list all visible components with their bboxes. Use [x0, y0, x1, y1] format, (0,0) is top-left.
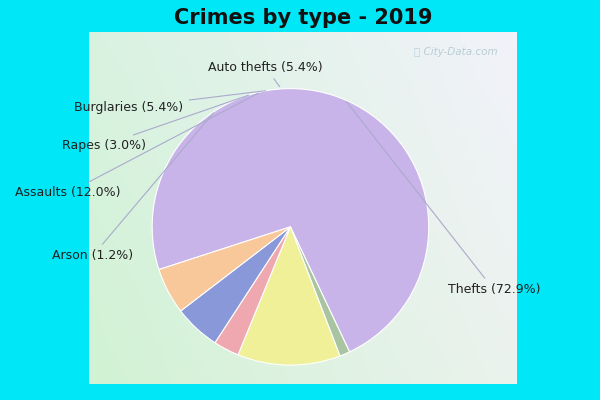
Text: Arson (1.2%): Arson (1.2%): [52, 113, 214, 262]
Wedge shape: [152, 88, 429, 352]
Wedge shape: [181, 227, 290, 343]
Wedge shape: [290, 227, 350, 356]
Text: Auto thefts (5.4%): Auto thefts (5.4%): [208, 61, 323, 87]
Text: Burglaries (5.4%): Burglaries (5.4%): [74, 91, 266, 114]
Text: Rapes (3.0%): Rapes (3.0%): [62, 95, 248, 152]
Text: Thefts (72.9%): Thefts (72.9%): [347, 102, 540, 296]
Wedge shape: [159, 227, 290, 311]
Wedge shape: [238, 227, 340, 365]
Text: ⧘ City-Data.com: ⧘ City-Data.com: [414, 47, 498, 57]
Text: Assaults (12.0%): Assaults (12.0%): [15, 93, 259, 200]
Wedge shape: [215, 227, 290, 355]
Title: Crimes by type - 2019: Crimes by type - 2019: [174, 8, 432, 28]
